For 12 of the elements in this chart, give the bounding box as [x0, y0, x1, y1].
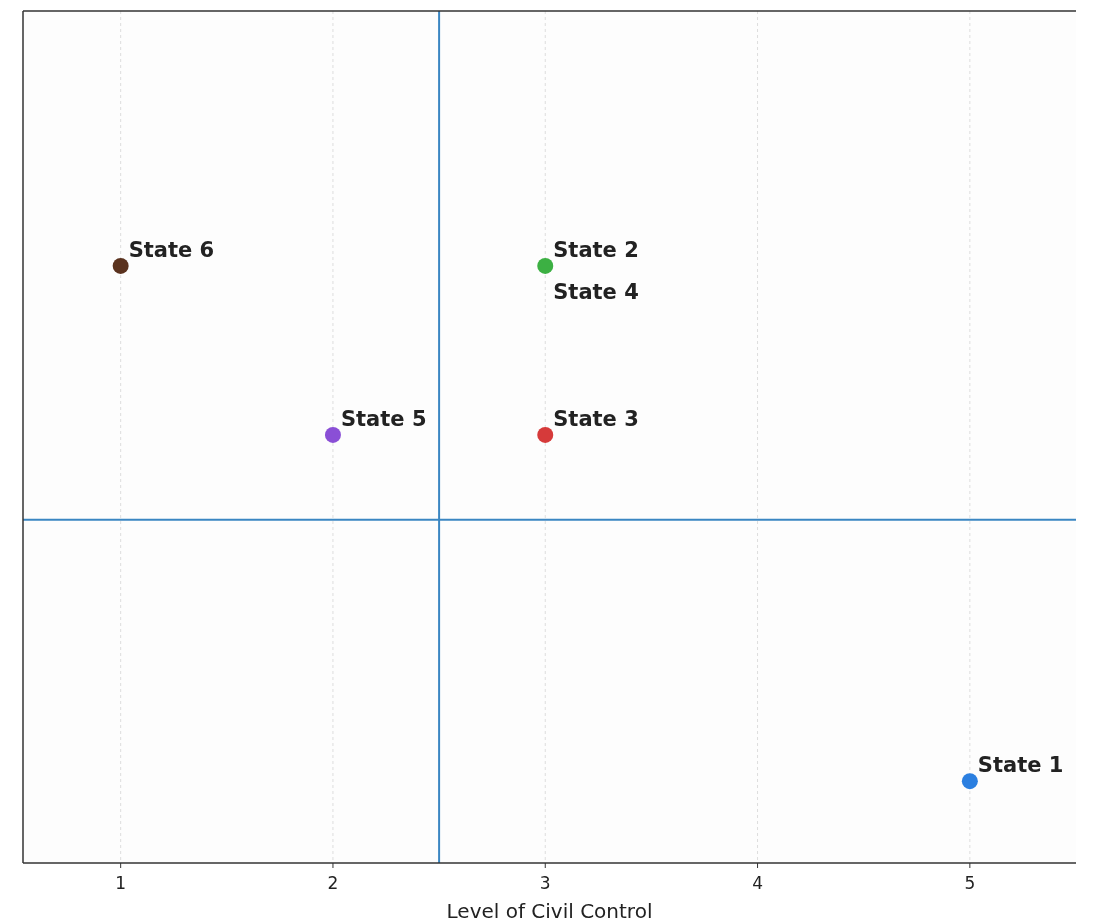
x-tick-label: 4 [752, 873, 763, 893]
x-tick-label: 3 [539, 873, 551, 893]
annotation: State 2 [553, 237, 639, 262]
x-tick-label: 5 [964, 873, 976, 893]
annotation: State 1 [977, 753, 1064, 778]
x-axis-title: Level of Civil Control [446, 899, 653, 923]
x-tick-label: 1 [115, 873, 127, 893]
annotation: State 4 [553, 279, 639, 304]
annotation: State 3 [553, 406, 639, 431]
annotation: State 6 [128, 237, 215, 262]
annotation: State 5 [340, 406, 427, 431]
x-tick-label: 2 [327, 873, 339, 893]
